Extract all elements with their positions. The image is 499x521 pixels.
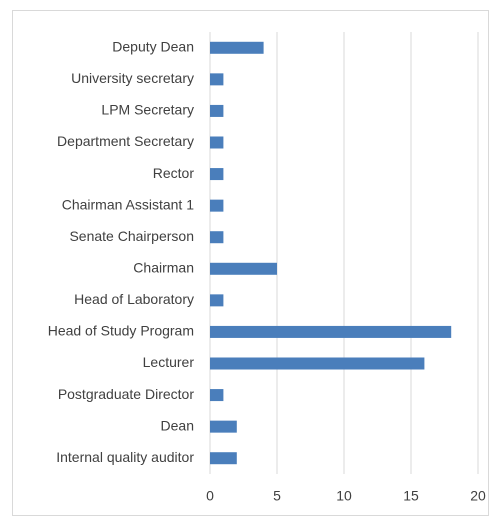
y-tick-label: Chairman — [133, 259, 194, 275]
bar — [210, 452, 237, 465]
x-tick-label: 20 — [470, 488, 486, 504]
x-tick-label: 0 — [206, 488, 214, 504]
bar — [210, 136, 224, 149]
y-tick-label: Rector — [153, 165, 195, 181]
y-tick-label: Department Secretary — [57, 133, 194, 149]
bar — [210, 389, 224, 402]
y-tick-label: Chairman Assistant 1 — [62, 196, 194, 212]
y-tick-label: Lecturer — [143, 354, 195, 370]
y-tick-label: Internal quality auditor — [56, 449, 194, 465]
bar — [210, 104, 224, 117]
x-tick-label: 5 — [273, 488, 281, 504]
y-tick-label: Postgraduate Director — [58, 386, 195, 402]
y-tick-label: Deputy Dean — [112, 38, 194, 54]
y-tick-label: Head of Laboratory — [74, 291, 194, 307]
bar — [210, 357, 425, 370]
x-tick-label: 15 — [403, 488, 419, 504]
y-tick-label: Head of Study Program — [48, 323, 194, 339]
y-tick-label: Dean — [161, 417, 194, 433]
bar — [210, 231, 224, 244]
y-tick-label: University secretary — [71, 70, 194, 86]
bar — [210, 73, 224, 86]
y-tick-label: Senate Chairperson — [69, 228, 194, 244]
bar — [210, 199, 224, 212]
bar — [210, 168, 224, 181]
bar — [210, 41, 264, 54]
bar — [210, 262, 277, 275]
bar — [210, 325, 452, 338]
bar — [210, 420, 237, 433]
bar — [210, 294, 224, 307]
x-tick-label: 10 — [336, 488, 352, 504]
y-tick-label: LPM Secretary — [101, 102, 194, 118]
